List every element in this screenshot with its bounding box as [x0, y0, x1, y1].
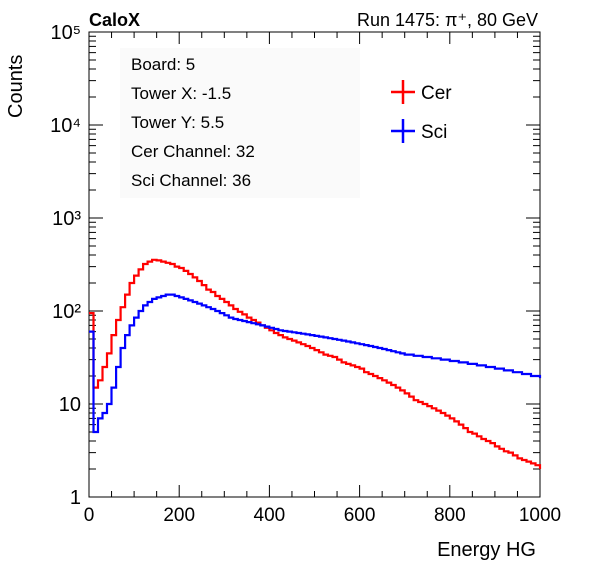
x-tick-label: 0	[84, 505, 95, 526]
series-sci-line	[89, 293, 542, 434]
y-axis: 1 10 10² 10³ 10⁴ 10⁵	[50, 22, 540, 509]
x-tick-label: 1000	[519, 505, 561, 526]
y-tick-label: 10²	[52, 301, 81, 323]
y-tick-label: 1	[70, 487, 81, 509]
info-line-board: Board: 5	[131, 55, 195, 74]
y-tick-label: 10	[59, 394, 81, 416]
legend-label-sci: Sci	[421, 122, 447, 143]
info-line-cer-channel: Cer Channel: 32	[131, 142, 255, 161]
y-axis-title: Counts	[5, 55, 27, 118]
y-tick-label: 10⁵	[50, 22, 81, 44]
x-tick-label: 400	[254, 505, 286, 526]
info-box	[120, 48, 360, 198]
x-tick-label: 200	[163, 505, 195, 526]
legend: Cer Sci	[391, 80, 452, 143]
x-axis-title: Energy HG	[437, 539, 536, 561]
legend-label-cer: Cer	[421, 83, 452, 104]
run-info: Run 1475: π⁺, 80 GeV	[357, 10, 538, 30]
info-line-tower-y: Tower Y: 5.5	[131, 113, 224, 132]
y-tick-label: 10³	[52, 208, 81, 230]
info-line-sci-channel: Sci Channel: 36	[131, 171, 251, 190]
x-axis: 0 200 400 600 800 1000	[84, 32, 561, 526]
x-tick-label: 800	[434, 505, 466, 526]
info-line-tower-x: Tower X: -1.5	[131, 84, 231, 103]
y-tick-label: 10⁴	[50, 115, 81, 137]
series-layer	[89, 258, 542, 469]
series-cer-line	[89, 258, 542, 469]
experiment-label: CaloX	[89, 10, 140, 30]
x-tick-label: 600	[344, 505, 376, 526]
